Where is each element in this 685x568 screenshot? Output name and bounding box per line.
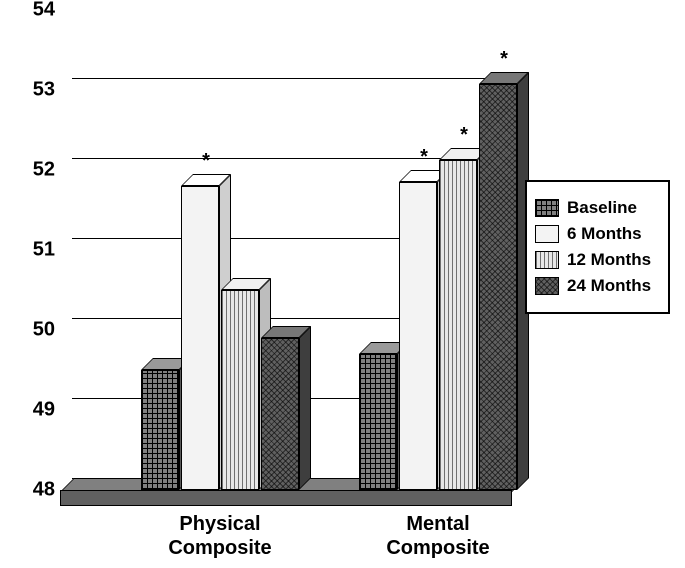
category-label-mental: MentalComposite bbox=[348, 512, 528, 560]
y-tick-label: 54 bbox=[0, 0, 55, 22]
significance-marker: * bbox=[500, 48, 508, 71]
significance-marker: * bbox=[202, 150, 210, 173]
y-tick-label: 49 bbox=[0, 399, 55, 422]
legend-swatch-baseline bbox=[535, 199, 559, 217]
composite-score-chart: 48 49 50 51 52 53 54 * * * * PhysicalComposite Men… bbox=[0, 0, 685, 568]
bar-physical-m12 bbox=[221, 290, 259, 490]
legend-label-12m: 12 Months bbox=[567, 250, 651, 270]
bar-physical-baseline bbox=[141, 370, 179, 490]
legend-item-6m: 6 Months bbox=[535, 224, 660, 244]
legend-item-24m: 24 Months bbox=[535, 276, 660, 296]
bar-physical-m24 bbox=[261, 338, 299, 490]
legend-swatch-24m bbox=[535, 277, 559, 295]
bar-mental-m12 bbox=[439, 160, 477, 490]
plot-floor-front bbox=[60, 490, 512, 506]
bar-mental-m24 bbox=[479, 84, 517, 490]
y-tick-label: 50 bbox=[0, 319, 55, 342]
legend-label-baseline: Baseline bbox=[567, 198, 637, 218]
legend-swatch-12m bbox=[535, 251, 559, 269]
bar-physical-m6 bbox=[181, 186, 219, 490]
bar-side bbox=[299, 326, 311, 490]
legend-item-baseline: Baseline bbox=[535, 198, 660, 218]
significance-marker: * bbox=[420, 146, 428, 169]
category-label-physical: PhysicalComposite bbox=[130, 512, 310, 560]
bar-mental-m6 bbox=[399, 182, 437, 490]
legend-label-6m: 6 Months bbox=[567, 224, 642, 244]
bar-mental-baseline bbox=[359, 354, 397, 490]
y-tick-label: 53 bbox=[0, 79, 55, 102]
y-tick-label: 51 bbox=[0, 239, 55, 262]
legend-item-12m: 12 Months bbox=[535, 250, 660, 270]
gridline bbox=[72, 78, 510, 79]
significance-marker: * bbox=[460, 124, 468, 147]
y-tick-label: 48 bbox=[0, 479, 55, 502]
y-tick-label: 52 bbox=[0, 159, 55, 182]
legend-label-24m: 24 Months bbox=[567, 276, 651, 296]
legend: Baseline 6 Months 12 Months 24 Months bbox=[525, 180, 670, 314]
legend-swatch-6m bbox=[535, 225, 559, 243]
